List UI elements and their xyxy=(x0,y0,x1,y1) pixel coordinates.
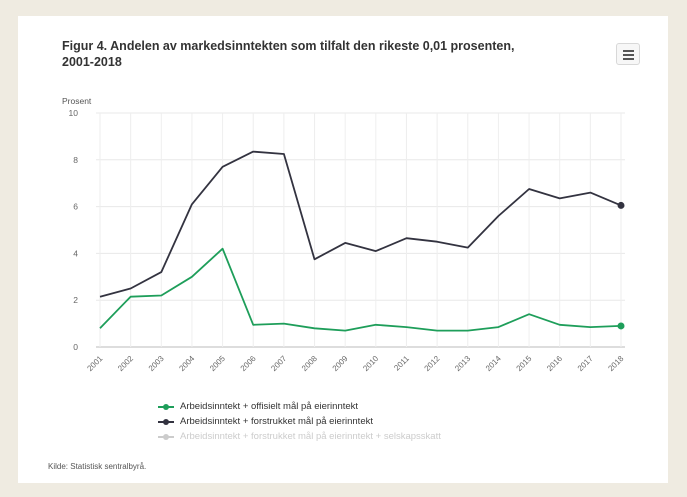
x-tick-label: 2005 xyxy=(208,354,227,373)
y-tick-label: 2 xyxy=(73,295,78,305)
chart-title: Figur 4. Andelen av markedsinntekten som… xyxy=(62,39,515,69)
legend-label: Arbeidsinntekt + forstrukket mål på eier… xyxy=(180,431,441,442)
x-tick-label: 2015 xyxy=(515,354,534,373)
x-tick-label: 2001 xyxy=(85,354,104,373)
legend-item-3[interactable]: Arbeidsinntekt + forstrukket mål på eier… xyxy=(158,429,578,444)
x-tick-label: 2002 xyxy=(116,354,135,373)
y-tick-label: 8 xyxy=(73,155,78,165)
series-end-point-2 xyxy=(617,201,625,209)
legend-label: Arbeidsinntekt + forstrukket mål på eier… xyxy=(180,416,373,427)
series-line-1 xyxy=(99,247,622,332)
hamburger-menu-icon[interactable] xyxy=(616,43,640,65)
x-tick-label: 2006 xyxy=(239,354,258,373)
x-tick-label: 2008 xyxy=(300,354,319,373)
legend-item-1[interactable]: Arbeidsinntekt + offisielt mål på eierin… xyxy=(158,399,578,414)
x-tick-label: 2012 xyxy=(423,354,442,373)
x-tick-label: 2004 xyxy=(177,354,196,373)
x-tick-label: 2016 xyxy=(545,354,564,373)
x-tick-label: 2014 xyxy=(484,354,503,373)
x-tick-label: 2010 xyxy=(361,354,380,373)
legend-symbol-icon xyxy=(158,432,174,442)
y-tick-label: 0 xyxy=(73,342,78,352)
y-tick-label: 10 xyxy=(69,108,79,118)
series-line-2 xyxy=(99,150,622,298)
legend-symbol-icon xyxy=(158,402,174,412)
x-tick-label: 2011 xyxy=(392,354,411,373)
x-tick-label: 2013 xyxy=(453,354,472,373)
line-chart: Prosent 0 2 4 6 8 10 2001 2002 2003 2004 2005 2006 20… xyxy=(62,96,626,373)
source-note: Kilde: Statistisk sentralbyrå. xyxy=(48,462,147,471)
legend-symbol-icon xyxy=(158,417,174,427)
x-tick-label: 2017 xyxy=(576,354,595,373)
legend-item-2[interactable]: Arbeidsinntekt + forstrukket mål på eier… xyxy=(158,414,578,429)
x-tick-label: 2003 xyxy=(147,354,166,373)
x-tick-label: 2018 xyxy=(606,354,625,373)
y-axis-title: Prosent xyxy=(62,96,92,106)
x-tick-label: 2007 xyxy=(269,354,288,373)
x-tick-label: 2009 xyxy=(331,354,350,373)
legend-label: Arbeidsinntekt + offisielt mål på eierin… xyxy=(180,401,359,412)
series-end-point-1 xyxy=(617,322,625,330)
chart-legend: Arbeidsinntekt + offisielt mål på eierin… xyxy=(158,399,578,444)
chart-card: Figur 4. Andelen av markedsinntekten som… xyxy=(18,16,668,483)
y-tick-label: 4 xyxy=(73,248,78,258)
y-tick-label: 6 xyxy=(73,202,78,212)
